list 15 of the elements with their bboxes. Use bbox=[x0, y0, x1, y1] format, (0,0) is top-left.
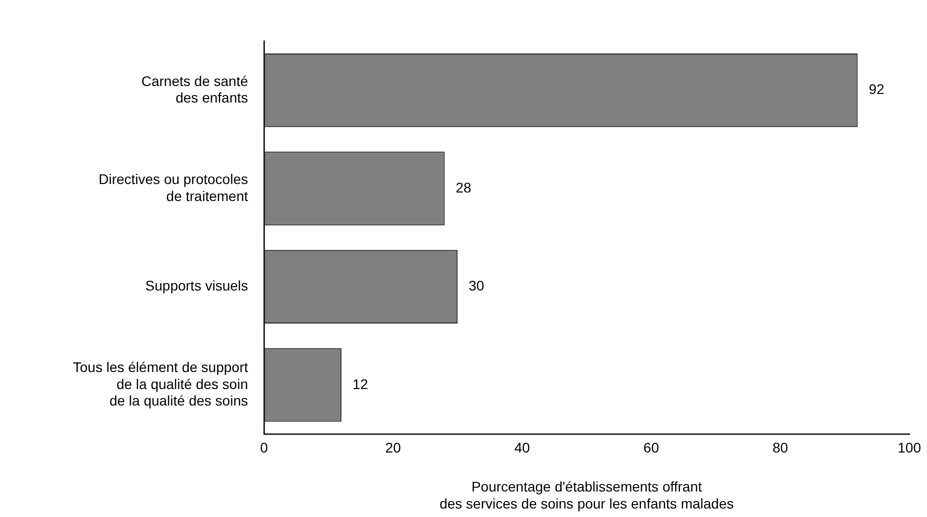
y-tick-label: Directives ou protocoles de traitement bbox=[98, 170, 248, 204]
data-label: 30 bbox=[468, 278, 484, 294]
data-label: 28 bbox=[456, 179, 472, 196]
x-tick-label: 40 bbox=[514, 439, 530, 456]
x-axis-title: Pourcentage d'établissements offrant des services de soins pour les enfants malades bbox=[440, 478, 734, 512]
y-tick-label: Supports visuels bbox=[145, 278, 248, 294]
x-tick-label: 100 bbox=[898, 439, 922, 456]
data-label: 92 bbox=[868, 81, 884, 98]
x-tick-label: 0 bbox=[260, 439, 268, 456]
x-tick-label: 20 bbox=[385, 439, 402, 456]
data-label: 12 bbox=[352, 376, 368, 392]
x-tick-label: 80 bbox=[772, 439, 788, 456]
y-tick-label: Tous les élément de support de la qualité des soin de la qualité des soins bbox=[72, 358, 248, 409]
x-tick-label: 60 bbox=[643, 439, 660, 456]
y-tick-label: Carnets de santé des enfants bbox=[141, 72, 248, 106]
